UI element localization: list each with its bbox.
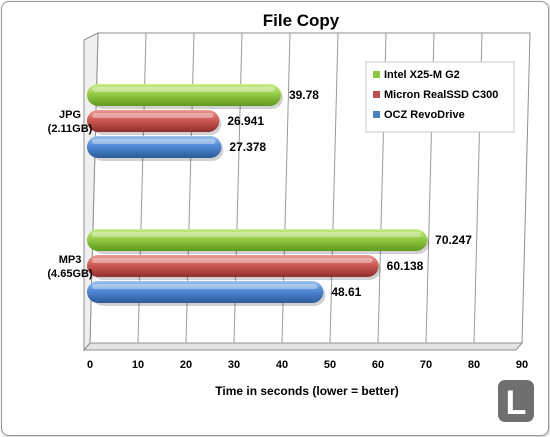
value-label: 48.61 [331, 285, 361, 299]
logo-badge [498, 380, 534, 422]
category-label-line2: (4.65GB) [47, 268, 93, 280]
x-tick-label: 80 [468, 359, 480, 371]
value-label: 70.247 [435, 233, 472, 247]
x-axis-label: Time in seconds (lower = better) [215, 384, 399, 398]
value-label: 27.378 [229, 140, 266, 154]
bar-highlight [92, 284, 318, 289]
bar-highlight [92, 87, 275, 92]
bar-highlight [92, 232, 422, 237]
x-tick-label: 50 [324, 359, 336, 371]
value-label: 39.78 [289, 88, 319, 102]
bar-highlight [92, 113, 214, 118]
bars [87, 84, 430, 306]
bar [87, 255, 379, 277]
bar-highlight [92, 139, 216, 144]
category-labels: JPG (2.11GB) MP3 (4.65GB) [47, 109, 93, 280]
legend-box [365, 61, 515, 133]
x-tick-label: 70 [420, 359, 432, 371]
floor [82, 342, 524, 351]
legend: Intel X25-M G2 Micron RealSSD C300 OCZ Rev… [365, 61, 515, 133]
legend-swatch [373, 91, 380, 98]
logo-letter: L [506, 384, 527, 422]
chart-title: File Copy [263, 11, 340, 30]
bar [87, 84, 281, 106]
legend-label: Micron RealSSD C300 [384, 89, 498, 101]
legend-swatch [373, 71, 380, 78]
bar [87, 136, 222, 158]
bar-highlight [92, 258, 373, 263]
bar [87, 110, 220, 132]
legend-label: OCZ RevoDrive [384, 109, 465, 121]
legend-label: Intel X25-M G2 [384, 69, 460, 81]
x-tick-label: 20 [180, 359, 192, 371]
x-tick-label: 0 [87, 359, 93, 371]
category-label-line1: MP3 [59, 254, 82, 266]
x-tick-labels: 0 10 20 30 40 50 60 70 80 90 [87, 359, 528, 371]
legend-swatch [373, 111, 380, 118]
value-labels: 39.78 26.941 27.378 70.247 60.138 48.61 [227, 88, 472, 299]
x-tick-label: 40 [276, 359, 288, 371]
value-label: 26.941 [227, 114, 264, 128]
value-label: 60.138 [387, 259, 424, 273]
site-logo: L [498, 380, 534, 422]
x-tick-label: 90 [516, 359, 528, 371]
category-label-line2: (2.11GB) [48, 123, 93, 135]
x-tick-label: 30 [228, 359, 240, 371]
bar [87, 229, 428, 251]
bar [87, 281, 324, 303]
category-label-line1: JPG [59, 109, 81, 121]
gridline [329, 32, 339, 344]
x-tick-label: 60 [372, 359, 384, 371]
x-tick-label: 10 [132, 359, 144, 371]
